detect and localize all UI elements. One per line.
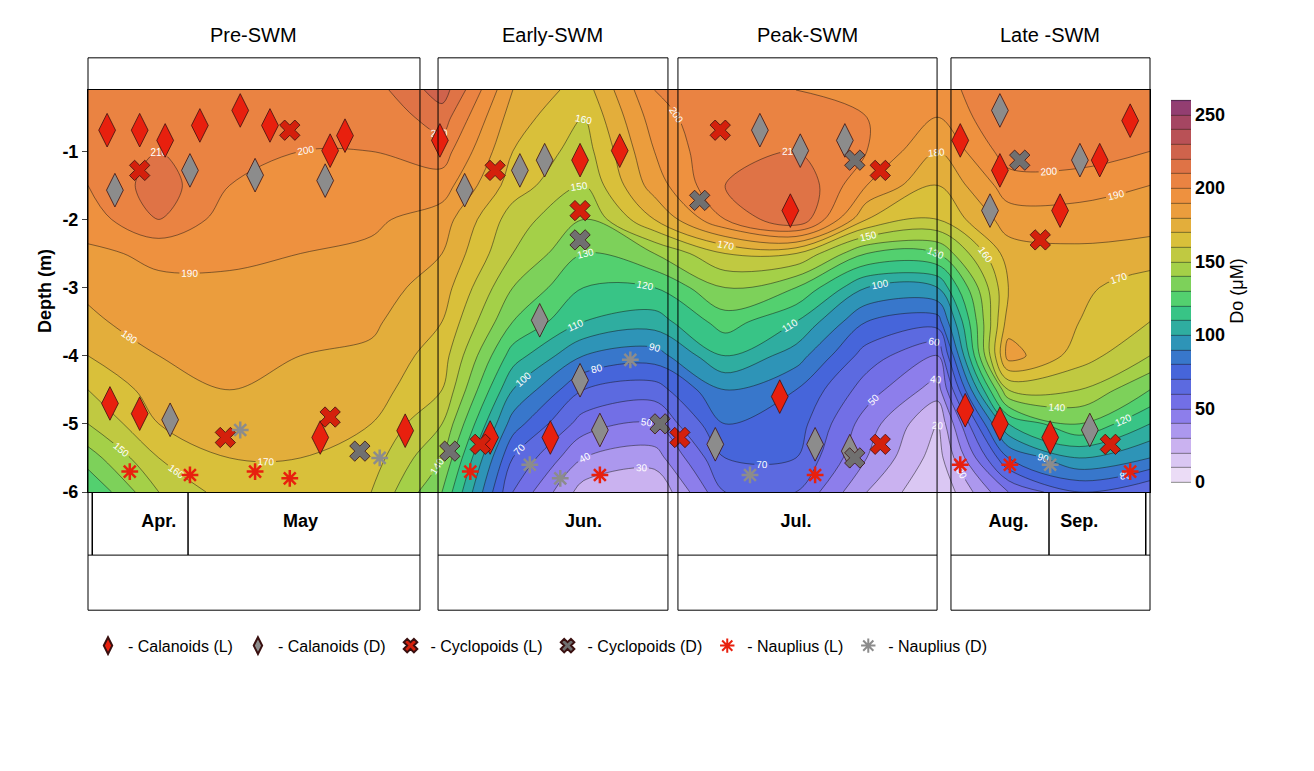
svg-text:160: 160 <box>166 462 186 481</box>
svg-text:- Calanoids (D): - Calanoids (D) <box>278 638 386 655</box>
svg-text:90: 90 <box>1036 451 1050 465</box>
svg-text:Sep.: Sep. <box>1060 511 1098 531</box>
svg-text:160: 160 <box>574 112 593 126</box>
svg-text:70: 70 <box>512 441 528 457</box>
svg-text:210: 210 <box>431 127 448 138</box>
svg-text:100: 100 <box>871 277 890 291</box>
svg-text:- Cyclopoids (D): - Cyclopoids (D) <box>588 638 703 655</box>
svg-text:May: May <box>283 511 318 531</box>
svg-text:130: 130 <box>926 245 946 262</box>
svg-text:80: 80 <box>590 362 604 376</box>
svg-text:210: 210 <box>150 147 167 158</box>
svg-text:0: 0 <box>1195 472 1205 492</box>
svg-text:Early-SWM: Early-SWM <box>502 24 603 46</box>
svg-text:210: 210 <box>782 146 799 157</box>
svg-text:140: 140 <box>428 456 446 476</box>
svg-text:-4: -4 <box>62 346 78 366</box>
svg-text:Jul.: Jul. <box>780 511 811 531</box>
svg-text:20: 20 <box>931 419 944 431</box>
svg-text:190: 190 <box>1106 187 1125 202</box>
svg-text:-5: -5 <box>62 414 78 434</box>
svg-text:70: 70 <box>756 459 768 470</box>
svg-text:30: 30 <box>636 462 648 473</box>
svg-text:150: 150 <box>570 180 588 193</box>
svg-text:Pre-SWM: Pre-SWM <box>210 24 297 46</box>
svg-text:110: 110 <box>566 317 585 334</box>
svg-text:-3: -3 <box>62 278 78 298</box>
svg-text:200: 200 <box>667 105 686 125</box>
svg-text:50: 50 <box>640 416 653 428</box>
svg-text:180: 180 <box>928 146 946 158</box>
svg-text:150: 150 <box>859 229 878 243</box>
svg-text:130: 130 <box>576 246 595 260</box>
svg-text:Aug.: Aug. <box>988 511 1028 531</box>
svg-text:Peak-SWM: Peak-SWM <box>757 24 858 46</box>
svg-text:Depth (m): Depth (m) <box>35 249 55 333</box>
svg-text:170: 170 <box>716 238 735 252</box>
svg-text:150: 150 <box>111 440 131 459</box>
svg-text:-1: -1 <box>62 142 78 162</box>
svg-text:170: 170 <box>1109 270 1129 286</box>
svg-text:- Calanoids (L): - Calanoids (L) <box>128 638 233 655</box>
svg-text:- Nauplius (L): - Nauplius (L) <box>747 638 843 655</box>
svg-text:Late -SWM: Late -SWM <box>1000 24 1100 46</box>
svg-text:30: 30 <box>954 466 969 481</box>
svg-text:- Cyclopoids (L): - Cyclopoids (L) <box>431 638 543 655</box>
svg-text:150: 150 <box>1195 252 1225 272</box>
svg-text:50: 50 <box>866 392 882 408</box>
svg-text:Do (μM): Do (μM) <box>1227 258 1247 323</box>
svg-text:200: 200 <box>1195 178 1225 198</box>
svg-text:190: 190 <box>181 268 198 279</box>
svg-text:40: 40 <box>577 450 592 465</box>
svg-text:80: 80 <box>1119 469 1133 482</box>
svg-text:110: 110 <box>780 316 800 334</box>
svg-text:100: 100 <box>1195 325 1225 345</box>
svg-text:120: 120 <box>1113 412 1133 429</box>
svg-text:90: 90 <box>648 341 662 355</box>
svg-text:Apr.: Apr. <box>141 511 176 531</box>
svg-text:200: 200 <box>297 143 316 157</box>
svg-text:180: 180 <box>119 328 139 347</box>
svg-text:-2: -2 <box>62 210 78 230</box>
svg-text:160: 160 <box>976 245 995 265</box>
svg-text:250: 250 <box>1195 105 1225 125</box>
svg-text:170: 170 <box>257 456 274 467</box>
svg-text:- Nauplius (D): - Nauplius (D) <box>888 638 987 655</box>
svg-text:60: 60 <box>928 335 941 348</box>
svg-text:200: 200 <box>1040 165 1058 177</box>
svg-text:120: 120 <box>636 278 655 292</box>
svg-text:-6: -6 <box>62 482 78 502</box>
svg-text:40: 40 <box>930 373 943 385</box>
svg-text:100: 100 <box>513 369 533 389</box>
svg-text:50: 50 <box>1195 399 1215 419</box>
svg-text:140: 140 <box>1048 402 1066 414</box>
svg-text:Jun.: Jun. <box>565 511 602 531</box>
